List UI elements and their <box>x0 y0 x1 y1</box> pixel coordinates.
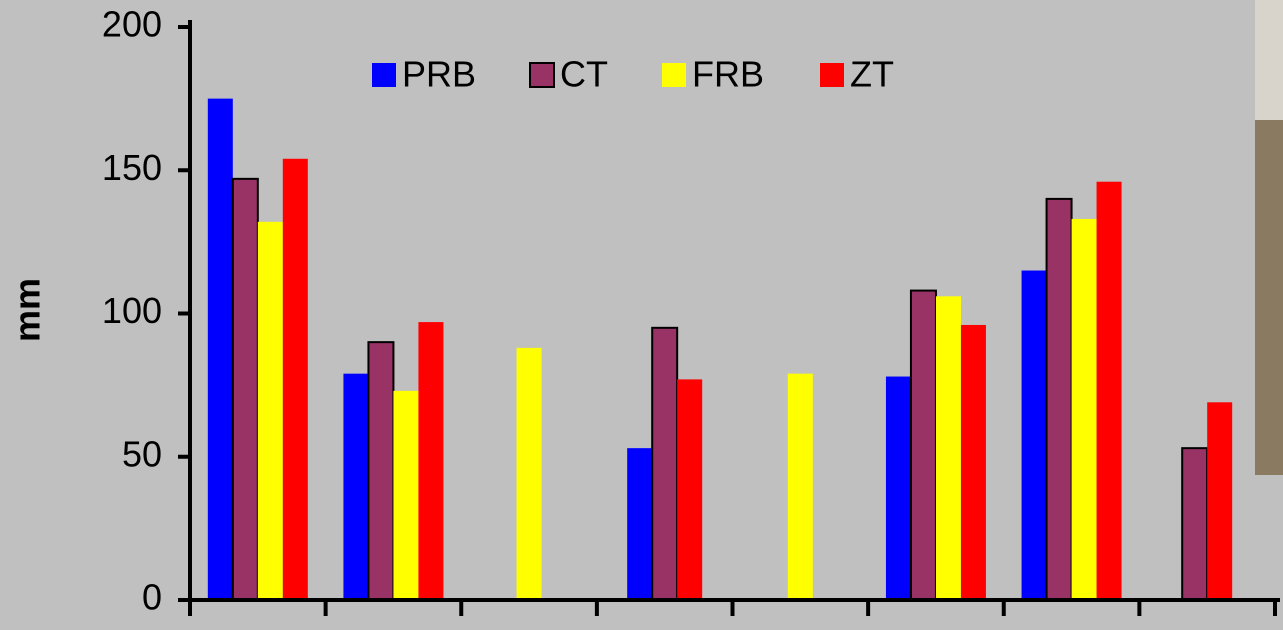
bar <box>1207 402 1232 600</box>
legend-label: FRB <box>692 54 764 95</box>
bar <box>652 328 677 600</box>
bar <box>283 159 308 600</box>
bar <box>418 322 443 600</box>
legend-swatch <box>530 63 554 87</box>
bar <box>1182 448 1207 600</box>
chart: mm 0 50 100 150 200 PRB CT FRB ZT <box>0 0 1283 630</box>
bar <box>936 296 961 600</box>
bar <box>961 325 986 600</box>
bar <box>368 342 393 600</box>
bar <box>886 377 911 600</box>
legend-label: PRB <box>402 54 476 95</box>
y-tick-label: 200 <box>102 4 162 45</box>
bar <box>208 99 233 600</box>
legend-swatch <box>820 63 844 87</box>
bar <box>517 348 542 600</box>
y-tick-label: 0 <box>142 577 162 618</box>
bar <box>233 179 258 600</box>
page: {"chart_data": {"type": "bar", "y_label"… <box>0 0 1283 630</box>
bar <box>627 448 652 600</box>
bar <box>1022 271 1047 600</box>
bar <box>1047 199 1072 600</box>
legend-swatch <box>372 63 396 87</box>
bar <box>343 374 368 600</box>
bar <box>911 291 936 600</box>
y-tick-label: 150 <box>102 147 162 188</box>
y-tick-label: 50 <box>122 433 162 474</box>
legend-swatch <box>662 63 686 87</box>
bar <box>1097 182 1122 600</box>
photo-sky <box>1255 0 1283 120</box>
legend-label: CT <box>560 54 608 95</box>
bar <box>677 379 702 600</box>
y-axis-label: mm <box>7 278 48 342</box>
bar <box>258 222 283 600</box>
y-tick-label: 100 <box>102 290 162 331</box>
bar <box>788 374 813 600</box>
bar <box>393 391 418 600</box>
legend-label: ZT <box>850 54 894 95</box>
bar <box>1072 219 1097 600</box>
